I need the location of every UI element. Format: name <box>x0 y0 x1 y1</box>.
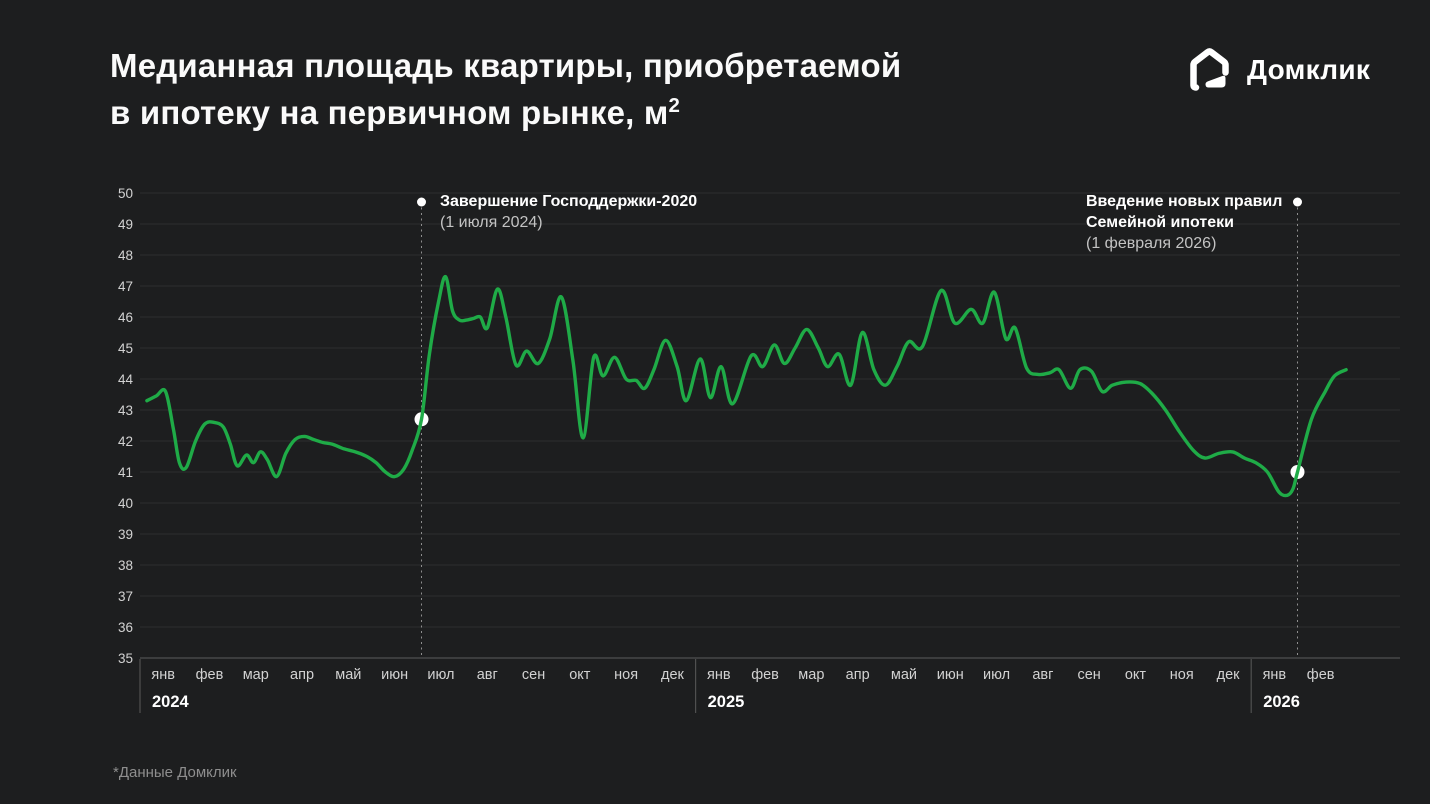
title-superscript: 2 <box>668 94 681 117</box>
svg-text:дек: дек <box>661 667 685 683</box>
svg-text:май: май <box>891 667 917 683</box>
svg-text:июн: июн <box>381 667 408 683</box>
svg-text:49: 49 <box>118 217 133 232</box>
svg-text:42: 42 <box>118 434 133 449</box>
svg-text:май: май <box>335 667 361 683</box>
svg-text:2026: 2026 <box>1263 693 1300 711</box>
y-axis-labels: 50 49 48 47 46 45 44 43 42 41 40 39 38 37 36 35 <box>118 186 134 666</box>
svg-text:38: 38 <box>118 558 133 573</box>
svg-text:авг: авг <box>1032 667 1053 683</box>
year-labels: 2024 2025 2026 <box>152 693 1300 711</box>
svg-text:авг: авг <box>477 667 498 683</box>
page-title-line1: Медианная площадь квартиры, приобретаемо… <box>110 47 902 84</box>
svg-text:2024: 2024 <box>152 693 190 711</box>
svg-text:44: 44 <box>118 372 134 387</box>
svg-text:июл: июл <box>983 667 1010 683</box>
svg-text:дек: дек <box>1217 667 1241 683</box>
annotation-1-date: (1 июля 2024) <box>440 214 543 231</box>
svg-text:апр: апр <box>290 667 314 683</box>
house-icon <box>1190 48 1229 91</box>
series-line <box>145 274 1348 498</box>
svg-text:48: 48 <box>118 248 133 263</box>
svg-text:35: 35 <box>118 651 133 666</box>
svg-text:янв: янв <box>151 667 175 683</box>
svg-text:сен: сен <box>522 667 545 683</box>
domclick-logo: Домклик <box>1185 46 1370 93</box>
annotation-gospodderzhka: Завершение Господдержки-2020 (1 июля 202… <box>440 191 697 233</box>
svg-text:43: 43 <box>118 403 133 418</box>
svg-text:сен: сен <box>1077 667 1100 683</box>
logo-text: Домклик <box>1247 53 1371 85</box>
page-title: Медианная площадь квартиры, приобретаемо… <box>110 46 901 133</box>
svg-text:36: 36 <box>118 620 133 635</box>
month-labels: янв фев мар апр май июн июл авг сен окт ноя дек янв ф… <box>151 667 1334 683</box>
svg-text:июл: июл <box>427 667 454 683</box>
svg-text:46: 46 <box>118 310 133 325</box>
svg-text:ноя: ноя <box>614 667 638 683</box>
svg-text:мар: мар <box>798 667 824 683</box>
annotation-2-title-line1: Введение новых правил <box>1086 193 1283 210</box>
svg-text:янв: янв <box>707 667 731 683</box>
gridlines <box>140 192 1400 628</box>
svg-text:фев: фев <box>196 667 224 683</box>
annotation-2-date: (1 февраля 2026) <box>1086 235 1217 252</box>
svg-text:2025: 2025 <box>708 693 745 711</box>
svg-text:апр: апр <box>846 667 870 683</box>
svg-text:39: 39 <box>118 527 133 542</box>
svg-text:47: 47 <box>118 279 133 294</box>
svg-text:37: 37 <box>118 589 133 604</box>
svg-text:янв: янв <box>1263 667 1287 683</box>
svg-text:41: 41 <box>118 465 133 480</box>
year-separators <box>139 659 1252 713</box>
svg-text:ноя: ноя <box>1170 667 1194 683</box>
annotation-2-title-line2: Семейной ипотеки <box>1086 214 1234 231</box>
page-title-line2: в ипотеку на первичном рынке, м <box>110 94 669 131</box>
event-guides <box>421 202 1298 658</box>
svg-text:окт: окт <box>569 667 591 683</box>
footnote-source: *Данные Домклик <box>113 764 237 781</box>
svg-text:40: 40 <box>118 496 133 511</box>
svg-text:45: 45 <box>118 341 133 356</box>
svg-text:фев: фев <box>1307 667 1335 683</box>
svg-text:окт: окт <box>1125 667 1147 683</box>
annotation-semeynaya-ipoteka: Введение новых правил Семейной ипотеки (… <box>1086 191 1282 254</box>
svg-text:50: 50 <box>118 186 133 201</box>
svg-text:июн: июн <box>937 667 964 683</box>
svg-text:мар: мар <box>243 667 269 683</box>
annotation-1-title: Завершение Господдержки-2020 <box>440 193 698 210</box>
svg-text:фев: фев <box>751 667 779 683</box>
